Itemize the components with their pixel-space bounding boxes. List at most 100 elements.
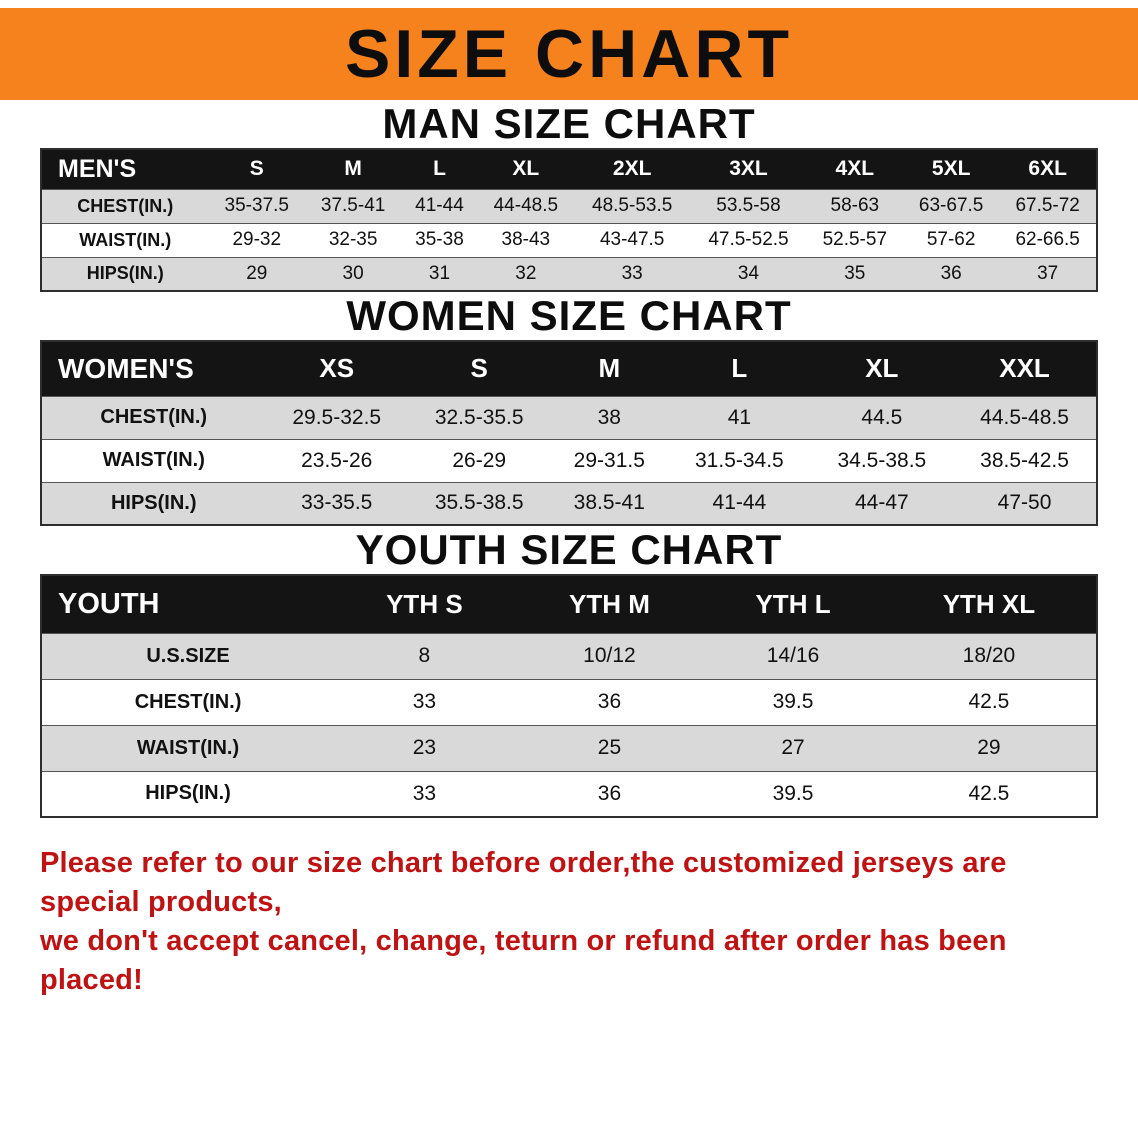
size-value-cell: 35 bbox=[806, 256, 903, 291]
size-value-cell: 44-47 bbox=[810, 481, 954, 525]
size-value-cell: 47-50 bbox=[953, 481, 1097, 525]
row-label: WAIST(IN.) bbox=[41, 222, 209, 257]
size-value-cell: 18/20 bbox=[881, 632, 1097, 679]
size-column-header: L bbox=[401, 149, 478, 189]
size-value-cell: 35-37.5 bbox=[208, 188, 305, 223]
row-label: HIPS(IN.) bbox=[41, 770, 335, 817]
table-corner-header: MEN'S bbox=[41, 149, 209, 189]
size-column-header: 4XL bbox=[806, 149, 903, 189]
size-value-cell: 35.5-38.5 bbox=[407, 481, 551, 525]
size-value-cell: 38-43 bbox=[477, 222, 575, 257]
size-value-cell: 58-63 bbox=[806, 188, 903, 223]
size-value-cell: 29.5-32.5 bbox=[265, 395, 408, 439]
size-value-cell: 29-32 bbox=[208, 222, 305, 257]
size-column-header: L bbox=[668, 341, 811, 396]
table-header-row: YOUTH YTH S YTH M YTH L YTH XL bbox=[41, 575, 1097, 633]
table-row: WAIST(IN.) 23.5-26 26-29 29-31.5 31.5-34.5 34… bbox=[41, 438, 1097, 482]
size-value-cell: 43-47.5 bbox=[574, 222, 691, 257]
size-column-header: YTH S bbox=[334, 575, 515, 633]
table-row: WAIST(IN.) 29-32 32-35 35-38 38-43 43-47.5 47.… bbox=[41, 222, 1097, 257]
table-corner-header: WOMEN'S bbox=[41, 341, 266, 396]
size-value-cell: 29 bbox=[208, 256, 305, 291]
row-label: CHEST(IN.) bbox=[41, 678, 335, 725]
row-label: WAIST(IN.) bbox=[41, 724, 335, 771]
size-column-header: 6XL bbox=[999, 149, 1097, 189]
disclaimer-line-1: Please refer to our size chart before or… bbox=[40, 847, 1007, 919]
row-label: HIPS(IN.) bbox=[41, 256, 209, 291]
size-value-cell: 44.5 bbox=[810, 395, 954, 439]
size-column-header: M bbox=[550, 341, 669, 396]
size-value-cell: 31.5-34.5 bbox=[668, 438, 811, 482]
size-value-cell: 35-38 bbox=[401, 222, 478, 257]
table-corner-header: YOUTH bbox=[41, 575, 335, 633]
table-header-row: WOMEN'S XS S M L XL XXL bbox=[41, 341, 1097, 396]
size-value-cell: 27 bbox=[704, 724, 882, 771]
size-column-header: YTH XL bbox=[881, 575, 1097, 633]
size-value-cell: 63-67.5 bbox=[902, 188, 1000, 223]
size-value-cell: 23.5-26 bbox=[265, 438, 408, 482]
size-value-cell: 38.5-42.5 bbox=[953, 438, 1097, 482]
size-value-cell: 39.5 bbox=[704, 770, 882, 817]
size-value-cell: 26-29 bbox=[407, 438, 551, 482]
row-label: U.S.SIZE bbox=[41, 632, 335, 679]
men-size-table: MEN'S S M L XL 2XL 3XL 4XL 5XL 6XL CHEST(IN.) 35-37… bbox=[40, 148, 1098, 292]
size-value-cell: 33 bbox=[334, 770, 515, 817]
size-value-cell: 57-62 bbox=[902, 222, 1000, 257]
size-value-cell: 25 bbox=[514, 724, 705, 771]
size-value-cell: 34.5-38.5 bbox=[810, 438, 954, 482]
page-title: SIZE CHART bbox=[345, 16, 793, 92]
size-value-cell: 42.5 bbox=[881, 770, 1097, 817]
size-value-cell: 44-48.5 bbox=[477, 188, 575, 223]
size-value-cell: 41-44 bbox=[668, 481, 811, 525]
title-banner: SIZE CHART bbox=[0, 8, 1138, 100]
size-column-header: XXL bbox=[953, 341, 1097, 396]
size-column-header: S bbox=[407, 341, 551, 396]
table-row: CHEST(IN.) 29.5-32.5 32.5-35.5 38 41 44.5 44.5… bbox=[41, 395, 1097, 439]
size-value-cell: 32-35 bbox=[304, 222, 402, 257]
size-value-cell: 8 bbox=[334, 632, 515, 679]
size-value-cell: 36 bbox=[514, 678, 705, 725]
size-value-cell: 31 bbox=[401, 256, 478, 291]
size-value-cell: 67.5-72 bbox=[999, 188, 1097, 223]
table-header-row: MEN'S S M L XL 2XL 3XL 4XL 5XL 6XL bbox=[41, 149, 1097, 189]
youth-size-section: YOUTH SIZE CHART YOUTH YTH S YTH M YTH L YTH… bbox=[0, 526, 1138, 818]
size-value-cell: 53.5-58 bbox=[690, 188, 807, 223]
size-value-cell: 14/16 bbox=[704, 632, 882, 679]
size-value-cell: 33-35.5 bbox=[265, 481, 408, 525]
size-value-cell: 32 bbox=[477, 256, 575, 291]
size-value-cell: 36 bbox=[902, 256, 1000, 291]
women-size-section: WOMEN SIZE CHART WOMEN'S XS S M L XL XXL CHEST(… bbox=[0, 292, 1138, 526]
size-value-cell: 32.5-35.5 bbox=[407, 395, 551, 439]
size-column-header: M bbox=[304, 149, 402, 189]
size-column-header: S bbox=[208, 149, 305, 189]
size-value-cell: 36 bbox=[514, 770, 705, 817]
size-column-header: 5XL bbox=[902, 149, 1000, 189]
table-row: HIPS(IN.) 29 30 31 32 33 34 35 36 37 bbox=[41, 256, 1097, 291]
size-chart-page: SIZE CHART MAN SIZE CHART MEN'S S M L XL 2XL 3… bbox=[0, 8, 1138, 1001]
table-row: HIPS(IN.) 33 36 39.5 42.5 bbox=[41, 770, 1097, 817]
size-value-cell: 39.5 bbox=[704, 678, 882, 725]
size-value-cell: 44.5-48.5 bbox=[953, 395, 1097, 439]
size-value-cell: 29-31.5 bbox=[550, 438, 669, 482]
table-row: U.S.SIZE 8 10/12 14/16 18/20 bbox=[41, 632, 1097, 679]
size-value-cell: 30 bbox=[304, 256, 402, 291]
row-label: HIPS(IN.) bbox=[41, 481, 266, 525]
table-row: CHEST(IN.) 35-37.5 37.5-41 41-44 44-48.5 48.5… bbox=[41, 188, 1097, 223]
size-value-cell: 47.5-52.5 bbox=[690, 222, 807, 257]
size-value-cell: 37.5-41 bbox=[304, 188, 402, 223]
men-section-heading: MAN SIZE CHART bbox=[382, 100, 756, 147]
size-value-cell: 37 bbox=[999, 256, 1097, 291]
size-value-cell: 29 bbox=[881, 724, 1097, 771]
table-row: WAIST(IN.) 23 25 27 29 bbox=[41, 724, 1097, 771]
size-value-cell: 48.5-53.5 bbox=[574, 188, 691, 223]
women-size-table: WOMEN'S XS S M L XL XXL CHEST(IN.) 29.5-32.5 32.5… bbox=[40, 340, 1098, 526]
women-section-heading: WOMEN SIZE CHART bbox=[346, 292, 792, 339]
table-row: CHEST(IN.) 33 36 39.5 42.5 bbox=[41, 678, 1097, 725]
men-size-section: MAN SIZE CHART MEN'S S M L XL 2XL 3XL 4XL 5XL 6XL… bbox=[0, 100, 1138, 292]
size-value-cell: 62-66.5 bbox=[999, 222, 1097, 257]
youth-size-table: YOUTH YTH S YTH M YTH L YTH XL U.S.SIZE 8 10/12… bbox=[40, 574, 1098, 818]
disclaimer-line-2: we don't accept cancel, change, teturn o… bbox=[40, 925, 1007, 997]
table-row: HIPS(IN.) 33-35.5 35.5-38.5 38.5-41 41-44 44-… bbox=[41, 481, 1097, 525]
youth-section-heading: YOUTH SIZE CHART bbox=[355, 526, 783, 573]
size-column-header: XL bbox=[810, 341, 954, 396]
